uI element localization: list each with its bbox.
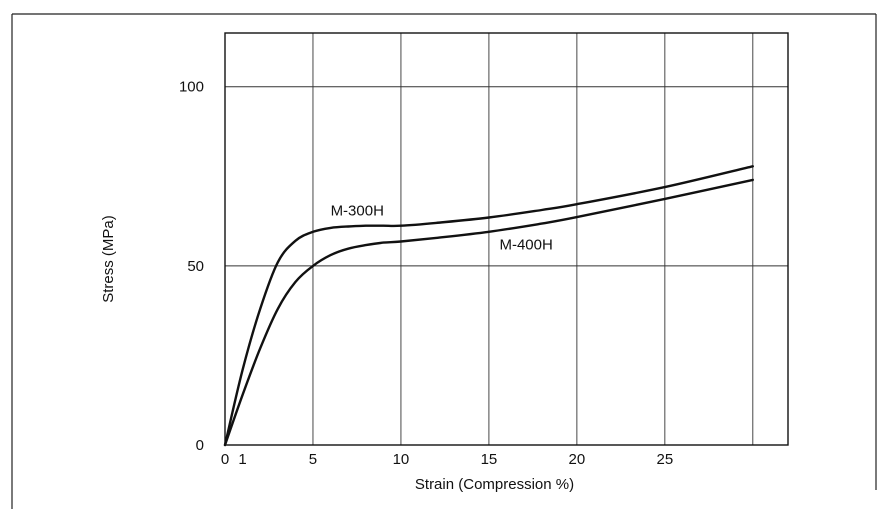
x-axis-title: Strain (Compression %)	[415, 476, 574, 493]
plot-area	[224, 32, 789, 446]
x-tick-label: 10	[393, 451, 410, 468]
series-line-m-400h	[223, 178, 754, 447]
x-tick-label: 25	[657, 451, 674, 468]
series-label-m-400h: M-400H	[499, 237, 552, 254]
y-tick-label: 50	[187, 258, 204, 275]
x-tick-label: 20	[569, 451, 586, 468]
series-label-m-300h: M-300H	[331, 203, 384, 220]
x-tick-label: 5	[309, 451, 317, 468]
y-axis-title: Stress (MPa)	[100, 215, 117, 303]
grid	[225, 33, 788, 445]
y-tick-label: 0	[196, 437, 204, 454]
series-labels: M-300H M-400H	[331, 203, 553, 254]
y-tick-label: 100	[179, 79, 204, 96]
x-tick-label: 1	[238, 451, 246, 468]
x-tick-label: 15	[481, 451, 498, 468]
x-tick-label: 0	[221, 451, 229, 468]
series-line-m-300h	[223, 165, 754, 447]
series-curves	[223, 165, 754, 447]
